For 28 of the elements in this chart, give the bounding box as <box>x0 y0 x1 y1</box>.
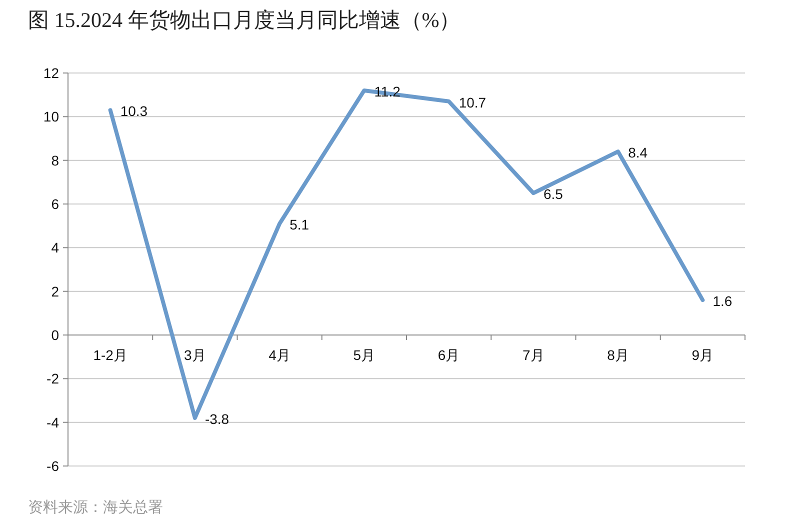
data-label: 10.3 <box>120 103 148 120</box>
data-label: 6.5 <box>543 186 564 202</box>
chart-title: 图 15.2024 年货物出口月度当月同比增速（%） <box>28 8 460 32</box>
x-tick-label: 3月 <box>184 347 206 363</box>
data-label: -3.8 <box>204 410 230 427</box>
data-label: 5.1 <box>290 216 310 233</box>
y-tick-label: -2 <box>46 370 60 387</box>
x-tick-label: 9月 <box>692 347 714 363</box>
x-tick-label: 8月 <box>607 347 629 363</box>
y-tick-label: 8 <box>51 152 60 168</box>
x-tick-label: 7月 <box>522 347 544 363</box>
y-tick-label: 0 <box>51 327 60 343</box>
data-label: 11.2 <box>374 83 401 100</box>
x-tick-label: 5月 <box>353 347 376 363</box>
y-tick-label: 6 <box>51 196 60 212</box>
x-tick-label: 1-2月 <box>93 347 128 363</box>
y-tick-label: 4 <box>51 240 60 256</box>
x-tick-label: 6月 <box>438 347 460 363</box>
y-tick-label: 10 <box>43 108 60 125</box>
y-tick-label: -4 <box>46 414 60 430</box>
x-tick-label: 4月 <box>268 347 290 363</box>
text: 资料来源：海关总署 <box>28 499 163 516</box>
data-label: 1.6 <box>712 293 732 310</box>
data-label: 8.4 <box>628 144 648 161</box>
data-label: 10.7 <box>458 94 486 110</box>
y-tick-label: -6 <box>46 458 60 474</box>
y-tick-label: 2 <box>51 283 60 300</box>
y-tick-label: 12 <box>43 65 60 81</box>
